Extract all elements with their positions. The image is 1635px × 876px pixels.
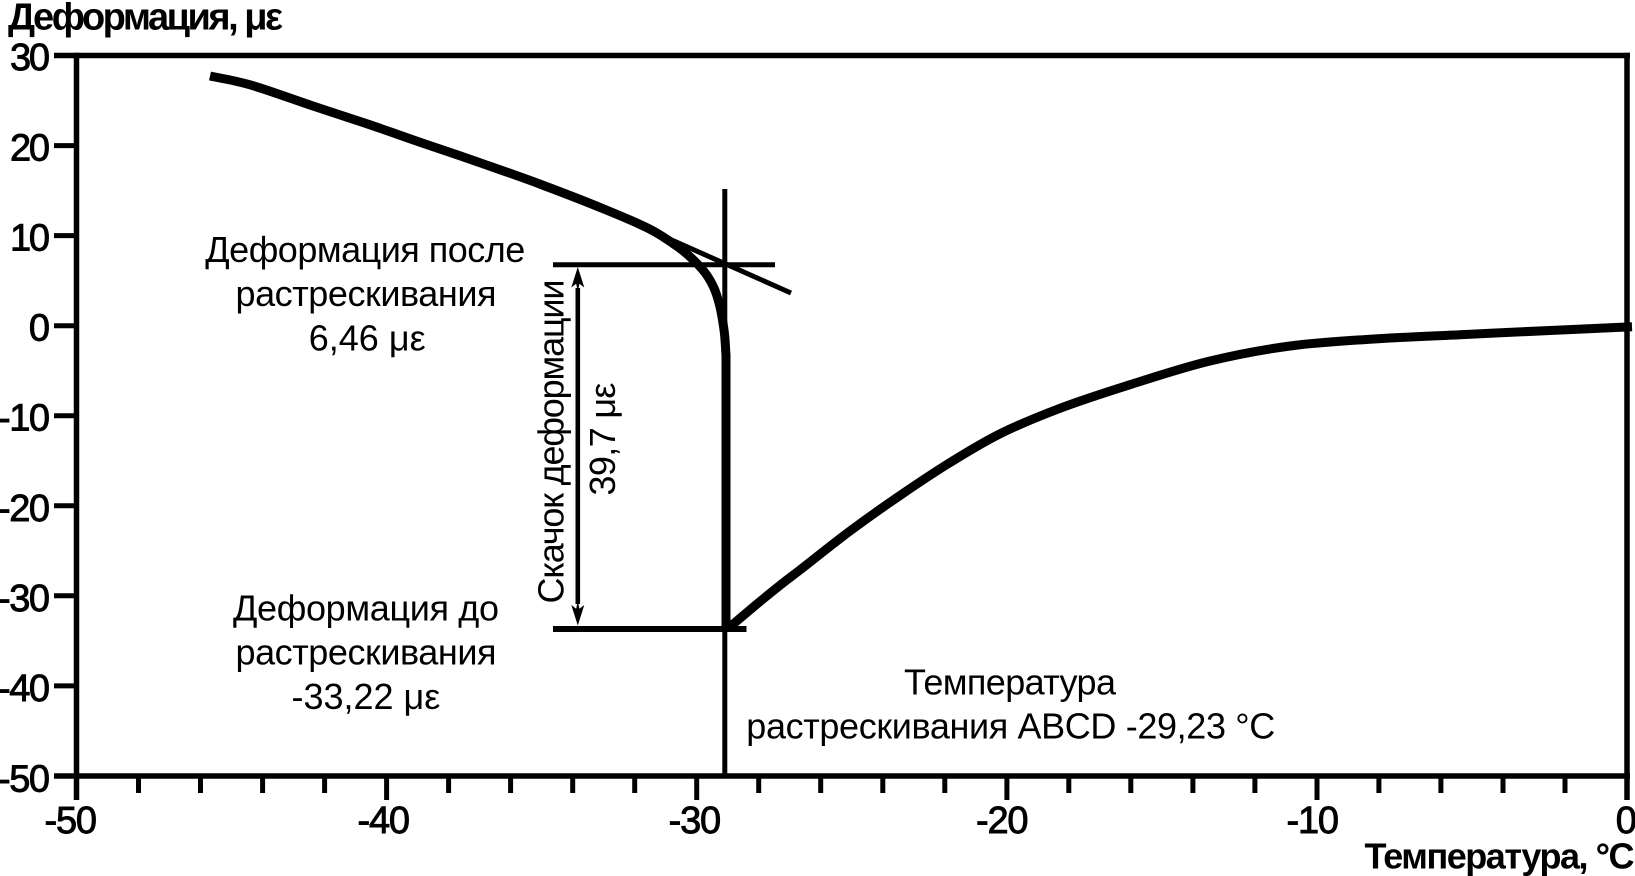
svg-text:Температура, °C: Температура, °C <box>1365 836 1635 876</box>
svg-text:-10: -10 <box>1287 800 1340 842</box>
svg-text:растрескивания: растрескивания <box>236 273 497 314</box>
svg-text:Скачок деформации: Скачок деформации <box>531 280 572 604</box>
svg-text:-33,22 με: -33,22 με <box>291 676 440 717</box>
svg-text:-50: -50 <box>0 758 50 800</box>
svg-text:20: 20 <box>10 127 50 169</box>
svg-text:-30: -30 <box>0 578 50 620</box>
svg-text:-50: -50 <box>45 800 98 842</box>
svg-text:растрескивания: растрескивания <box>236 632 497 673</box>
svg-text:Деформация до: Деформация до <box>233 588 499 629</box>
svg-text:39,7 με: 39,7 με <box>582 383 623 496</box>
svg-text:-40: -40 <box>0 668 50 710</box>
svg-text:30: 30 <box>10 37 50 79</box>
svg-text:-10: -10 <box>0 398 50 440</box>
svg-text:-30: -30 <box>669 800 722 842</box>
svg-text:Деформация, με: Деформация, με <box>8 0 283 39</box>
svg-text:10: 10 <box>10 217 50 259</box>
svg-text:-40: -40 <box>358 800 411 842</box>
svg-text:-20: -20 <box>0 488 50 530</box>
svg-text:0: 0 <box>29 308 50 350</box>
svg-text:0: 0 <box>1616 800 1635 842</box>
svg-text:Температура: Температура <box>904 662 1117 703</box>
svg-text:растрескивания ABCD -29,23 °C: растрескивания ABCD -29,23 °C <box>746 706 1275 747</box>
svg-text:6,46 με: 6,46 με <box>309 318 426 359</box>
svg-text:-20: -20 <box>976 800 1029 842</box>
svg-text:Деформация после: Деформация после <box>205 229 525 270</box>
